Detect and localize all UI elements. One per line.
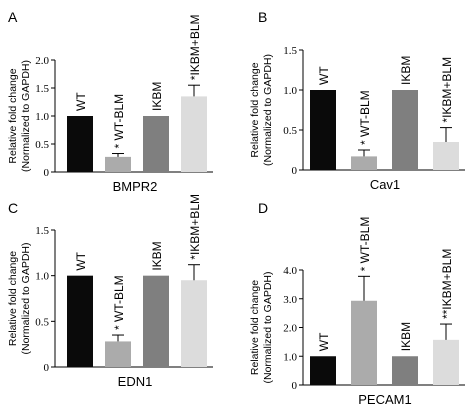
bar-wt <box>310 90 336 170</box>
y-axis-label-line2: (Normalized to GAPDH) <box>20 60 32 172</box>
panel-letter: B <box>258 9 267 25</box>
panel-a: A Relative fold change (Normalized to GAPD… <box>7 9 213 194</box>
bar-label: IKBM <box>150 241 164 270</box>
bar-ikbm-blm <box>181 280 207 367</box>
y-tick-label: 0.5 <box>35 316 49 328</box>
bar-label: * WT-BLM <box>112 94 126 149</box>
panel-b: B Relative fold change (Normalized to GAPD… <box>249 9 465 192</box>
panel-d: D Relative fold change (Normalized to GAPD… <box>249 200 465 405</box>
y-axis-label-line1: Relative fold change <box>249 280 261 375</box>
y-tick-label: 0 <box>44 362 50 374</box>
y-axis-label-line2: (Normalized to GAPDH) <box>20 242 32 354</box>
bar-ikbm-blm <box>433 339 459 385</box>
bar-label: *IKBM+BLM <box>440 57 454 123</box>
y-tick-label: 1.0 <box>35 271 49 283</box>
y-axis-label-line1: Relative fold change <box>249 62 261 157</box>
bar-wt-blm <box>351 300 377 385</box>
bar-ikbm <box>143 116 169 172</box>
bar-label: WT <box>317 332 331 351</box>
y-tick-label: 0 <box>292 380 298 392</box>
bar-label: WT <box>317 66 331 85</box>
y-tick-label: 1.0 <box>283 351 297 363</box>
bar-label: WT <box>74 92 88 111</box>
y-axis-label-line2: (Normalized to GAPDH) <box>262 54 274 166</box>
y-tick-label: 1.5 <box>283 45 297 57</box>
bar-label: * WT-BLM <box>358 217 372 272</box>
x-axis-label: EDN1 <box>118 374 153 389</box>
bar-ikbm-blm <box>181 96 207 172</box>
y-tick-label: 1.5 <box>35 225 49 237</box>
bar-wt-blm <box>105 341 131 367</box>
bar-wt <box>67 116 93 172</box>
panel-letter: C <box>8 200 18 216</box>
bar-ikbm <box>143 275 169 367</box>
bar-label: IKBM <box>399 322 413 351</box>
bar-ikbm <box>392 356 418 385</box>
y-tick-label: 0 <box>44 167 50 179</box>
x-axis-label: PECAM1 <box>358 392 411 405</box>
bar-label: * WT-BLM <box>112 275 126 330</box>
y-tick-label: 0 <box>292 165 298 177</box>
bar-label: IKBM <box>399 56 413 85</box>
bar-label: **IKBM+BLM <box>440 249 454 319</box>
y-axis-label-line1: Relative fold change <box>7 251 19 346</box>
bar-wt <box>310 356 336 385</box>
y-tick-label: 0.5 <box>283 125 297 137</box>
panel-letter: A <box>8 9 18 25</box>
bar-label: WT <box>74 251 88 270</box>
bar-wt-blm <box>105 156 131 172</box>
panel-c: C Relative fold change (Normalized to GAPD… <box>7 194 213 389</box>
x-axis-label: BMPR2 <box>113 179 158 194</box>
y-tick-label: 2.0 <box>283 323 297 335</box>
bar-ikbm-blm <box>433 142 459 170</box>
y-tick-label: 2.0 <box>35 55 49 67</box>
y-tick-label: 1.0 <box>283 85 297 97</box>
bar-label: *IKBM+BLM <box>188 14 202 80</box>
y-tick-label: 1.0 <box>35 111 49 123</box>
bar-label: IKBM <box>150 82 164 111</box>
bar-label: * WT-BLM <box>358 90 372 145</box>
panel-letter: D <box>258 200 268 216</box>
bar-wt-blm <box>351 156 377 170</box>
y-tick-label: 0.5 <box>35 139 49 151</box>
bar-ikbm <box>392 90 418 170</box>
y-axis-label-line2: (Normalized to GAPDH) <box>262 271 274 383</box>
x-axis-label: Cav1 <box>370 177 400 192</box>
y-tick-label: 1.5 <box>35 83 49 95</box>
bar-label: *IKBM+BLM <box>188 194 202 260</box>
bar-wt <box>67 275 93 367</box>
y-axis-label-line1: Relative fold change <box>7 68 19 163</box>
y-tick-label: 4.0 <box>283 265 297 277</box>
y-tick-label: 3.0 <box>283 294 297 306</box>
